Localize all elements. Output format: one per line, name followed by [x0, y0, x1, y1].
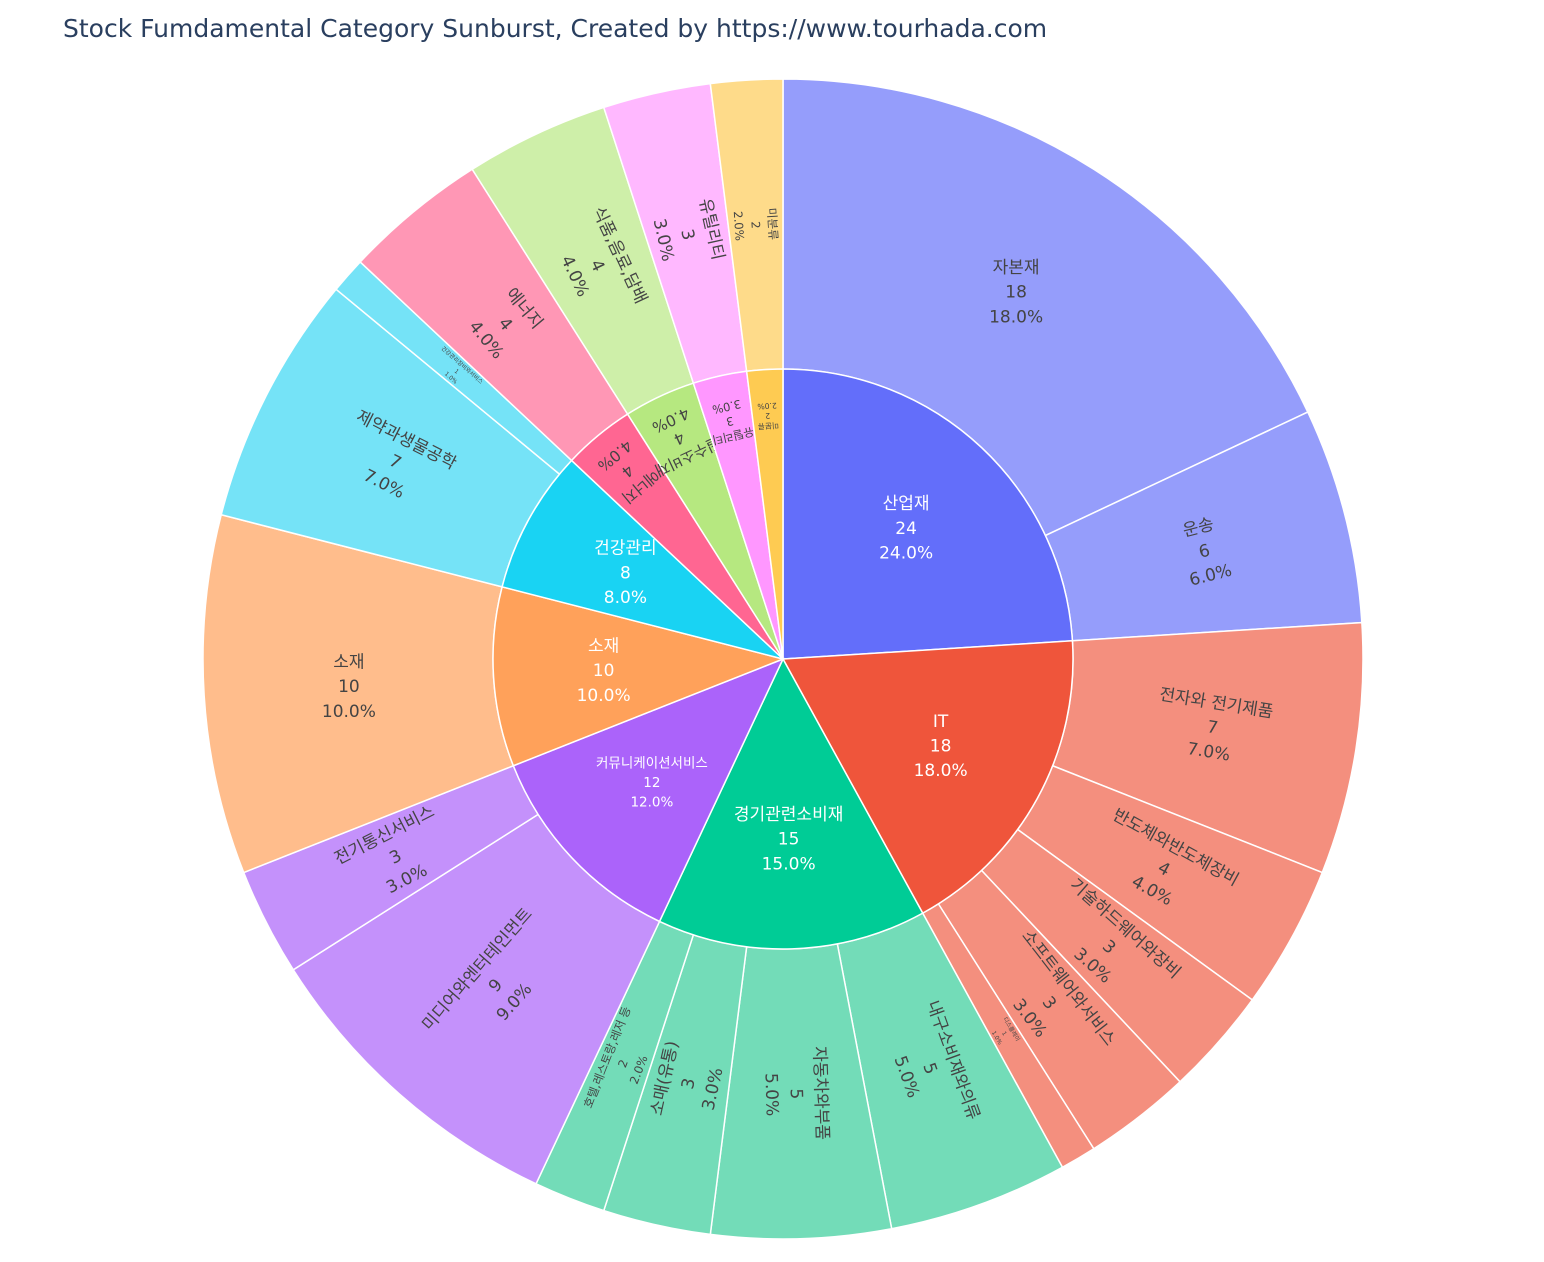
sector-label: 자본재 18 18.0%: [989, 258, 1043, 327]
inner-sector[interactable]: [745, 368, 784, 660]
sector-label: 미분류22.0%: [756, 401, 779, 431]
sector-label: 커뮤니케이션서비스 12 12.0%: [596, 755, 708, 810]
sector-group[interactable]: 제약과생물공학77.0%건강관리장비와서비스11.0%건강관리 8 8.0%: [220, 260, 784, 660]
sector-group[interactable]: 에너지44.0%에너지44.0%: [359, 168, 784, 660]
sector-label: 산업재 24 24.0%: [879, 494, 933, 563]
sector-group[interactable]: 소재 10 10.0% 소재 10 10.0%: [202, 513, 786, 874]
inner-sector[interactable]: [781, 639, 1074, 915]
sector-group[interactable]: 미디어와엔터테인먼트99.0%전기통신서비스33.0%커뮤니케이션서비스 12 12…: [242, 657, 785, 1185]
inner-sector[interactable]: [782, 368, 1074, 660]
sector-label: 소재 10 10.0%: [322, 653, 376, 722]
sector-label: 건강관리 8 8.0%: [594, 539, 657, 608]
inner-sector[interactable]: [501, 459, 784, 660]
sector-group[interactable]: 내구소비재와의류55.0%자동차와부품55.0%소매(유통)33.0%호텔,레스…: [535, 657, 1064, 1240]
sector-group[interactable]: 전자와 전기제품77.0%반도체와반도체장비44.0%기술하드웨어와장비33.0…: [781, 621, 1364, 1169]
sector-group[interactable]: 미분류22.0% 미분류22.0%: [709, 78, 784, 660]
sector-group[interactable]: 식품,음료,담배44.0%필수소비재44.0%: [471, 106, 784, 660]
sector-label: 소재 10 10.0%: [577, 637, 631, 706]
inner-sector[interactable]: [492, 585, 786, 767]
sector-label: IT 18 18.0%: [914, 712, 968, 781]
inner-sector[interactable]: [658, 657, 924, 950]
chart-title: Stock Fumdamental Category Sunburst, Cre…: [63, 14, 1048, 43]
sector-group[interactable]: 자본재 18 18.0%운송66.0%산업재 24 24.0%: [782, 78, 1363, 660]
sector-group[interactable]: 유틸리티33.0%유틸리티33.0%: [602, 82, 784, 660]
sector-label: 경기관련소비재 15 15.0%: [734, 805, 843, 874]
sector-label: 미분류22.0%: [731, 207, 781, 242]
inner-sector[interactable]: [512, 657, 785, 923]
sector-label: 자동차와부품55.0%: [760, 1046, 832, 1142]
